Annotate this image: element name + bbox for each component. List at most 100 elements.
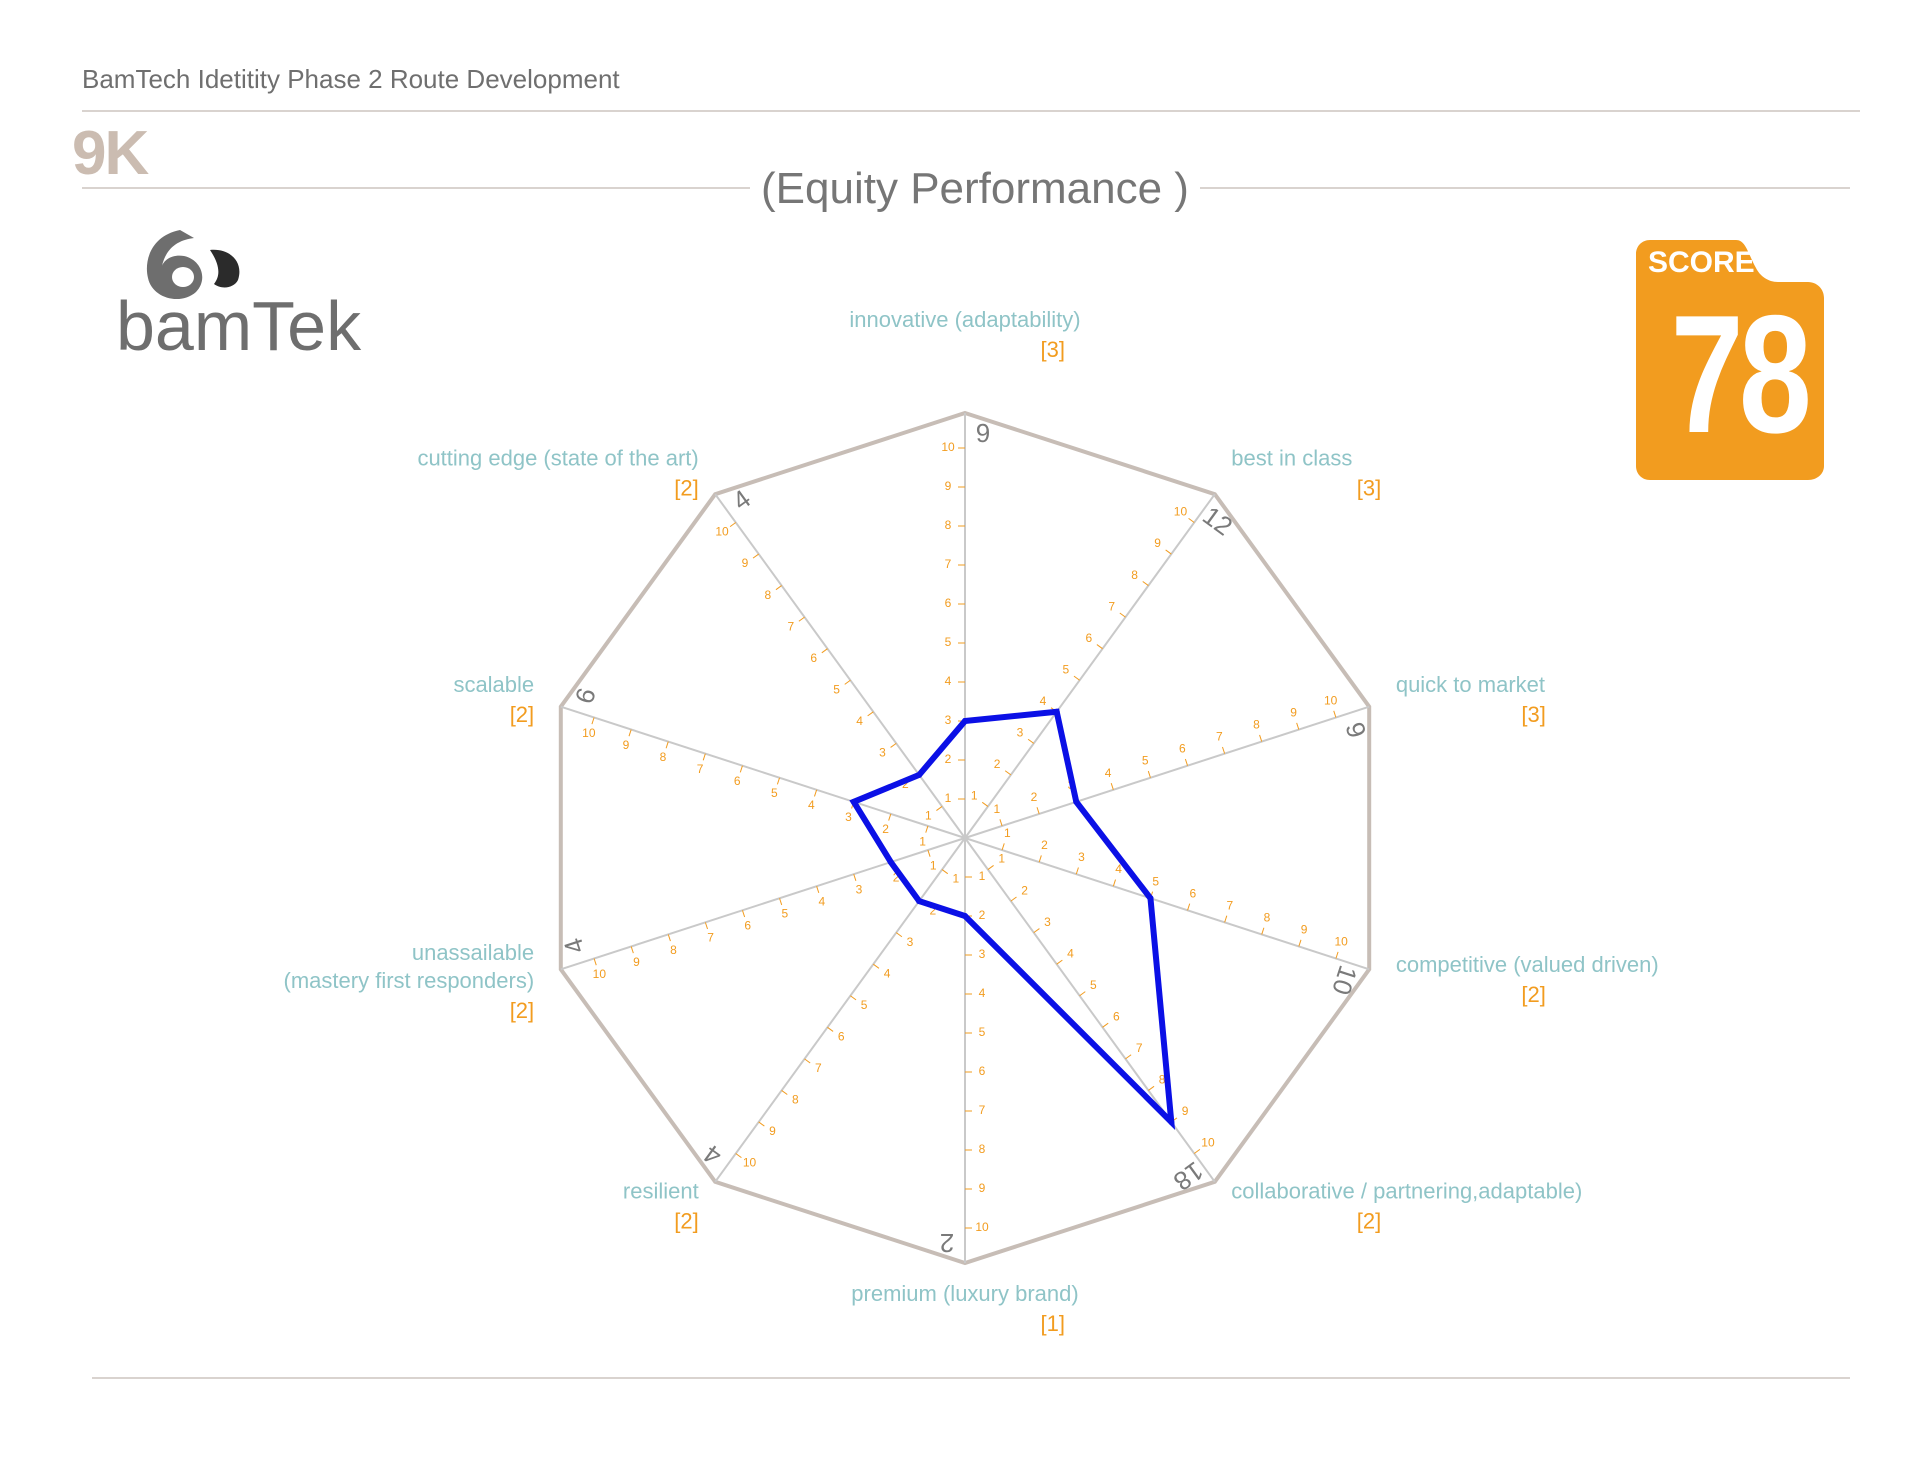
radar-tick-mark <box>873 963 880 969</box>
radar-tick-label: 10 <box>975 1220 989 1234</box>
radar-tick-label: 1 <box>993 802 1000 816</box>
axis-total-label: 10 <box>1326 962 1363 999</box>
radar-axis-line <box>964 705 1370 839</box>
radar-tick-label: 10 <box>743 1156 757 1170</box>
radar-tick-label: 6 <box>838 1029 845 1043</box>
radar-tick-mark <box>798 616 805 622</box>
radar-tick-mark <box>1027 738 1035 744</box>
radar-axis-line <box>964 837 1216 1183</box>
radar-tick-label: 3 <box>856 882 863 896</box>
radar-tick-mark <box>1187 903 1191 911</box>
radar-tick-label: 3 <box>945 713 952 727</box>
radar-tick-label: 6 <box>1085 631 1092 645</box>
radar-tick-label: 6 <box>1179 742 1186 756</box>
bamtek-logo-mark-icon <box>146 230 240 300</box>
radar-tick-label: 5 <box>1063 662 1070 676</box>
radar-tick-mark <box>1298 939 1302 947</box>
radar-tick-mark <box>895 932 903 938</box>
score-value: 78 <box>1670 280 1812 468</box>
radar-tick-mark <box>1001 843 1005 851</box>
radar-tick-label: 7 <box>787 619 794 633</box>
radar-tick-mark <box>758 1121 765 1127</box>
radar-tick-mark <box>776 777 781 785</box>
radar-tick-label: 5 <box>861 998 868 1012</box>
chart-title: (Equity Performance ) <box>761 164 1189 213</box>
radar-tick-mark <box>1102 1022 1109 1028</box>
series-point <box>1168 1118 1175 1125</box>
radar-tick-mark <box>821 648 828 654</box>
radar-tick-mark <box>665 741 669 749</box>
axis-total-label: 4 <box>727 483 756 516</box>
radar-tick-label: 8 <box>1264 910 1271 924</box>
category-weight: [3] <box>1521 702 1545 727</box>
radar-tick-mark <box>1033 928 1040 934</box>
radar-tick-label: 7 <box>1216 730 1223 744</box>
radar-axis-line <box>714 493 966 839</box>
radar-tick-label: 3 <box>879 746 886 760</box>
radar-tick-label: 10 <box>715 525 729 539</box>
radar-tick-mark <box>927 849 931 857</box>
radar-tick-mark <box>1261 927 1265 935</box>
category-weight: [3] <box>1041 337 1065 362</box>
radar-axis-line <box>964 493 1216 839</box>
radar-tick-mark <box>987 865 994 870</box>
radar-tick-label: 8 <box>1159 1073 1166 1087</box>
radar-tick-mark <box>1079 991 1086 997</box>
radar-tick-label: 9 <box>979 1181 986 1195</box>
axis-total-label: 4 <box>698 1139 727 1172</box>
radar-tick-label: 4 <box>1115 862 1122 876</box>
radar-tick-label: 4 <box>808 798 815 812</box>
radar-tick-label: 4 <box>945 674 952 688</box>
category-label: premium (luxury brand) <box>851 1281 1078 1306</box>
category-weight: [1] <box>1041 1311 1065 1336</box>
radar-tick-label: 1 <box>998 852 1005 866</box>
radar-tick-label: 5 <box>1152 874 1159 888</box>
series-point <box>1073 798 1080 805</box>
radar-tick-mark <box>853 874 857 881</box>
radar-tick-label: 1 <box>919 834 926 848</box>
radar-tick-mark <box>827 1026 834 1032</box>
route-code: 9K <box>72 119 149 188</box>
radar-tick-label: 10 <box>1201 1136 1215 1150</box>
radar-tick-mark <box>1096 644 1103 650</box>
radar-tick-mark <box>704 922 709 930</box>
radar-tick-mark <box>1335 951 1339 959</box>
axis-total-label: 9 <box>976 418 990 448</box>
radar-tick-mark <box>1004 770 1012 776</box>
radar-axis-line <box>560 837 966 971</box>
radar-tick-label: 3 <box>979 947 986 961</box>
document-title: BamTech Idetitity Phase 2 Route Developm… <box>82 64 620 94</box>
bottom-divider <box>92 1377 1850 1379</box>
radar-tick-mark <box>1075 867 1079 875</box>
radar-tick-mark <box>630 946 634 954</box>
radar-tick-mark <box>1296 722 1300 730</box>
radar-tick-label: 4 <box>1040 694 1047 708</box>
radar-tick-label: 2 <box>1041 838 1048 852</box>
radar-tick-mark <box>1193 1148 1201 1154</box>
radar-tick-mark <box>1142 581 1149 586</box>
category-label: quick to market <box>1396 672 1545 697</box>
radar-tick-mark <box>628 729 632 737</box>
radar-tick-mark <box>1119 612 1126 618</box>
radar-tick-label: 10 <box>1324 693 1338 707</box>
radar-tick-label: 9 <box>1154 536 1161 550</box>
radar-tick-label: 9 <box>633 955 640 969</box>
radar-tick-label: 2 <box>1021 883 1028 897</box>
radar-tick-label: 4 <box>819 895 826 909</box>
radar-tick-mark <box>1073 675 1080 681</box>
radar-tick-label: 4 <box>1105 766 1112 780</box>
top-divider <box>82 110 1860 112</box>
category-label: unassailable (mastery first responders) <box>284 940 535 993</box>
category-weight: [2] <box>1521 982 1545 1007</box>
radar-tick-mark <box>1259 734 1263 742</box>
axis-total-label: 12 <box>1197 500 1238 541</box>
radar-tick-mark <box>816 886 820 894</box>
radar-tick-label: 5 <box>771 786 778 800</box>
radar-tick-label: 5 <box>1142 754 1149 768</box>
radar-tick-mark <box>781 1090 788 1095</box>
radar-tick-label: 2 <box>979 908 986 922</box>
radar-tick-mark <box>941 869 949 875</box>
radar-tick-label: 9 <box>1182 1104 1189 1118</box>
radar-tick-mark <box>1125 1054 1132 1060</box>
radar-tick-mark <box>1188 517 1195 523</box>
